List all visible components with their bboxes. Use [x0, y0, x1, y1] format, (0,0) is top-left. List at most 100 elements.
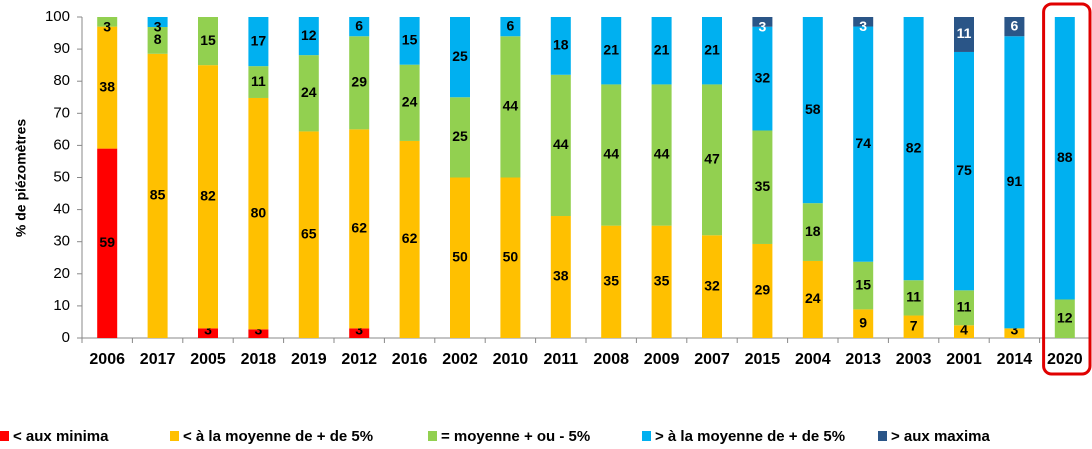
x-tick-label: 2010 — [493, 351, 529, 368]
value-label: 82 — [906, 139, 922, 155]
x-tick-label: 2005 — [190, 351, 226, 368]
value-label: 65 — [301, 225, 317, 241]
bar-segment — [450, 177, 470, 338]
bar-segment — [903, 17, 924, 281]
bar-segment — [601, 225, 622, 338]
legend-swatch — [428, 431, 437, 441]
value-label: 24 — [301, 84, 317, 100]
value-label: 62 — [402, 230, 418, 246]
bar-segment — [450, 97, 470, 178]
value-label: 44 — [503, 98, 519, 114]
value-label: 29 — [351, 74, 367, 90]
value-label: 24 — [402, 94, 418, 110]
bar-segment — [1054, 17, 1075, 300]
value-label: 74 — [855, 135, 871, 151]
bar-segment — [198, 65, 218, 329]
value-label: 85 — [150, 187, 166, 203]
value-label: 38 — [553, 268, 569, 284]
bar-segment — [298, 131, 319, 338]
bar-segment — [147, 17, 168, 28]
x-tick-label: 2019 — [291, 351, 327, 368]
value-label: 29 — [755, 282, 771, 298]
value-label: 3 — [204, 322, 212, 338]
value-label: 11 — [251, 73, 266, 89]
bar-segment — [903, 315, 924, 338]
bar-segment — [147, 27, 168, 54]
value-label: 25 — [452, 128, 468, 144]
bar-segment — [651, 84, 672, 226]
x-tick-label: 2004 — [795, 351, 831, 368]
y-tick-label: 50 — [53, 168, 70, 185]
value-label: 24 — [805, 290, 821, 306]
value-label: 47 — [704, 151, 720, 167]
bar-segment — [147, 53, 168, 338]
value-label: 12 — [1057, 309, 1073, 325]
bar-segment — [702, 84, 722, 236]
value-label: 3 — [859, 18, 867, 34]
bar-segment — [702, 17, 722, 85]
bar-segment — [802, 203, 823, 261]
bar-segment — [1004, 36, 1025, 329]
bar-segment — [349, 129, 370, 329]
value-label: 3 — [355, 322, 363, 338]
x-tick-label: 2008 — [593, 351, 629, 368]
bar-segment — [853, 17, 874, 27]
x-tick-label: 2018 — [241, 351, 277, 368]
value-label: 3 — [759, 18, 767, 34]
value-label: 75 — [956, 162, 972, 178]
value-label: 44 — [553, 136, 569, 152]
bar-segment — [752, 17, 773, 27]
y-tick-label: 100 — [45, 8, 70, 25]
value-label: 32 — [704, 277, 720, 293]
x-tick-label: 2012 — [341, 351, 377, 368]
x-tick-label: 2006 — [89, 351, 125, 368]
bar-segment — [954, 325, 974, 338]
x-tick-label: 2007 — [694, 351, 730, 368]
highlight-box — [1042, 2, 1092, 376]
value-label: 17 — [251, 32, 267, 48]
value-label: 18 — [805, 223, 821, 239]
value-label: 11 — [957, 299, 972, 315]
bar-segment — [601, 17, 622, 85]
y-tick-label: 90 — [53, 40, 70, 57]
bar-segment — [349, 328, 370, 338]
x-tick-label: 2020 — [1047, 351, 1083, 368]
bar-segment — [198, 17, 218, 66]
bar-segment — [550, 216, 571, 338]
bar-segment — [399, 17, 420, 65]
value-label: 35 — [755, 178, 771, 194]
bar-segment — [954, 290, 974, 326]
y-tick-label: 70 — [53, 104, 70, 121]
bar-segment — [298, 55, 319, 132]
bar-segment — [1004, 17, 1025, 37]
bar-segment — [550, 17, 571, 75]
legend-label: = moyenne + ou - 5% — [441, 428, 590, 445]
value-label: 7 — [910, 317, 918, 333]
x-tick-label: 2015 — [745, 351, 781, 368]
value-label: 21 — [704, 41, 720, 57]
value-label: 44 — [654, 146, 670, 162]
bar-segment — [248, 17, 269, 67]
value-label: 6 — [355, 17, 363, 33]
value-label: 6 — [507, 17, 515, 33]
value-label: 21 — [603, 41, 619, 57]
bar-segment — [853, 309, 874, 338]
bar-segment — [651, 225, 672, 338]
bar-segment — [802, 17, 823, 204]
y-tick-label: 10 — [53, 297, 70, 314]
x-tick-label: 2001 — [946, 351, 982, 368]
value-label: 35 — [603, 273, 619, 289]
bar-segment — [248, 329, 269, 338]
bar-segment — [349, 17, 370, 37]
bar-segment — [853, 26, 874, 262]
bar-segment — [601, 84, 622, 226]
y-tick-label: 0 — [62, 329, 70, 346]
value-label: 3 — [103, 18, 111, 34]
value-label: 11 — [906, 289, 921, 305]
value-label: 50 — [452, 248, 468, 264]
bar-segment — [954, 17, 974, 52]
value-label: 11 — [957, 25, 972, 41]
value-label: 15 — [402, 32, 418, 48]
bar-segment — [500, 177, 521, 338]
